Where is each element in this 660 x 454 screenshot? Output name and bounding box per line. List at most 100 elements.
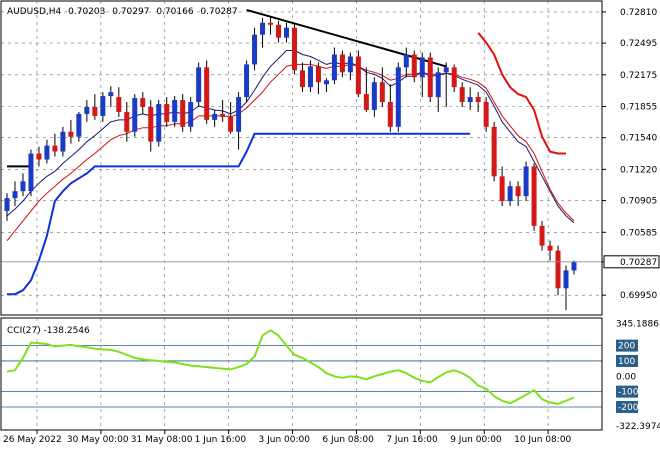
candle-body-38: [307, 66, 313, 88]
candle-57: [459, 82, 465, 107]
candle-3: [28, 149, 34, 197]
open-value: 0.70203: [68, 7, 105, 17]
candle-body-37: [299, 70, 305, 88]
candle-body-30: [244, 64, 250, 98]
candle-10: [84, 100, 90, 122]
candle-37: [299, 62, 305, 93]
candle-body-17: [140, 98, 146, 107]
cci-title: CCI(27) -138.2546: [7, 326, 90, 336]
candle-36: [291, 22, 297, 75]
candle-body-48: [387, 102, 393, 127]
candle-30: [244, 60, 250, 103]
candle-body-25: [204, 67, 210, 120]
candle-12: [100, 92, 106, 122]
candle-body-59: [475, 97, 481, 103]
candle-body-16: [132, 98, 138, 132]
blue-channel-line: [7, 132, 471, 296]
candle-17: [140, 92, 146, 114]
candle-66: [531, 163, 537, 231]
candle-body-62: [499, 176, 505, 202]
cci-tick-label-5: -200: [618, 403, 639, 413]
cci-level-box-5: [616, 400, 638, 413]
candle-0: [4, 193, 10, 221]
candle-body-7: [60, 131, 66, 152]
candle-body-28: [228, 116, 234, 132]
date-tick-label-2: 31 May 08:00: [131, 435, 193, 445]
price-tick-label-6: 0.70905: [620, 197, 657, 207]
candle-body-4: [36, 153, 42, 160]
candle-38: [307, 60, 313, 93]
candle-58: [467, 87, 473, 110]
candle-body-13: [108, 92, 114, 97]
candle-body-51: [411, 54, 417, 78]
candle-body-60: [483, 102, 489, 127]
candle-body-35: [284, 27, 290, 38]
candle-23: [188, 97, 194, 132]
grid-layer: [1, 1, 602, 430]
candle-body-6: [52, 145, 58, 152]
candle-31: [252, 27, 258, 71]
candle-body-9: [76, 113, 82, 137]
candle-27: [220, 100, 226, 122]
date-tick-label-6: 7 Jun 16:00: [386, 435, 438, 445]
candle-67: [539, 220, 545, 251]
candle-59: [475, 92, 481, 112]
candle-body-64: [515, 186, 521, 197]
high-value: 0.70297: [112, 7, 149, 17]
candle-body-70: [563, 270, 569, 289]
candle-50: [403, 47, 409, 78]
candle-body-61: [491, 126, 497, 177]
candle-29: [236, 92, 242, 150]
candle-65: [523, 161, 529, 202]
candle-46: [371, 77, 377, 117]
candle-64: [515, 181, 521, 207]
candle-body-1: [12, 191, 18, 199]
candle-body-26: [212, 113, 218, 120]
candle-body-71: [571, 261, 577, 271]
candle-63: [507, 181, 513, 207]
candle-34: [276, 20, 282, 43]
price-tick-label-7: 0.70585: [620, 228, 657, 238]
candle-1: [12, 181, 18, 207]
candle-15: [124, 102, 130, 142]
date-tick-label-3: 1 Jun 16:00: [195, 435, 247, 445]
candle-24: [196, 62, 202, 107]
price-tick-label-5: 0.71220: [620, 165, 657, 175]
candle-body-49: [395, 67, 401, 127]
candle-body-21: [172, 100, 178, 122]
candle-body-11: [92, 106, 98, 116]
candle-body-53: [427, 57, 433, 98]
low-value: 0.70166: [156, 7, 193, 17]
dark-moving-average-line: [6, 50, 575, 224]
candle-2: [20, 173, 26, 197]
red-moving-average-line: [6, 63, 575, 242]
candle-body-54: [435, 72, 441, 98]
price-tick-label-3: 0.71855: [620, 102, 657, 112]
candle-39: [315, 62, 321, 95]
candle-11: [92, 94, 98, 120]
cci-tick-label-2: 100: [618, 357, 635, 367]
date-tick-label-1: 30 May 00:00: [67, 435, 129, 445]
date-tick-label-8: 10 Jun 08:00: [514, 435, 571, 445]
candle-26: [212, 109, 218, 127]
candle-40: [323, 78, 329, 93]
candle-body-23: [188, 102, 194, 127]
candle-body-31: [252, 34, 258, 65]
candle-20: [164, 97, 170, 127]
candle-43: [347, 52, 353, 81]
candle-body-47: [379, 82, 385, 103]
candle-body-58: [467, 97, 473, 103]
candle-body-36: [291, 27, 297, 71]
close-value: 0.70287: [200, 7, 237, 17]
cci-tick-label-1: 200: [618, 342, 635, 352]
cci-tick-label-6: -322.3974: [616, 422, 660, 432]
candle-body-5: [44, 145, 50, 160]
candle-52: [419, 52, 425, 98]
candle-body-14: [116, 97, 122, 112]
candle-28: [228, 102, 234, 134]
candle-69: [555, 245, 561, 296]
cci-tick-label-3: 0.00: [616, 372, 636, 382]
candle-68: [547, 240, 553, 261]
candle-body-67: [539, 225, 545, 246]
candle-body-29: [236, 97, 242, 132]
